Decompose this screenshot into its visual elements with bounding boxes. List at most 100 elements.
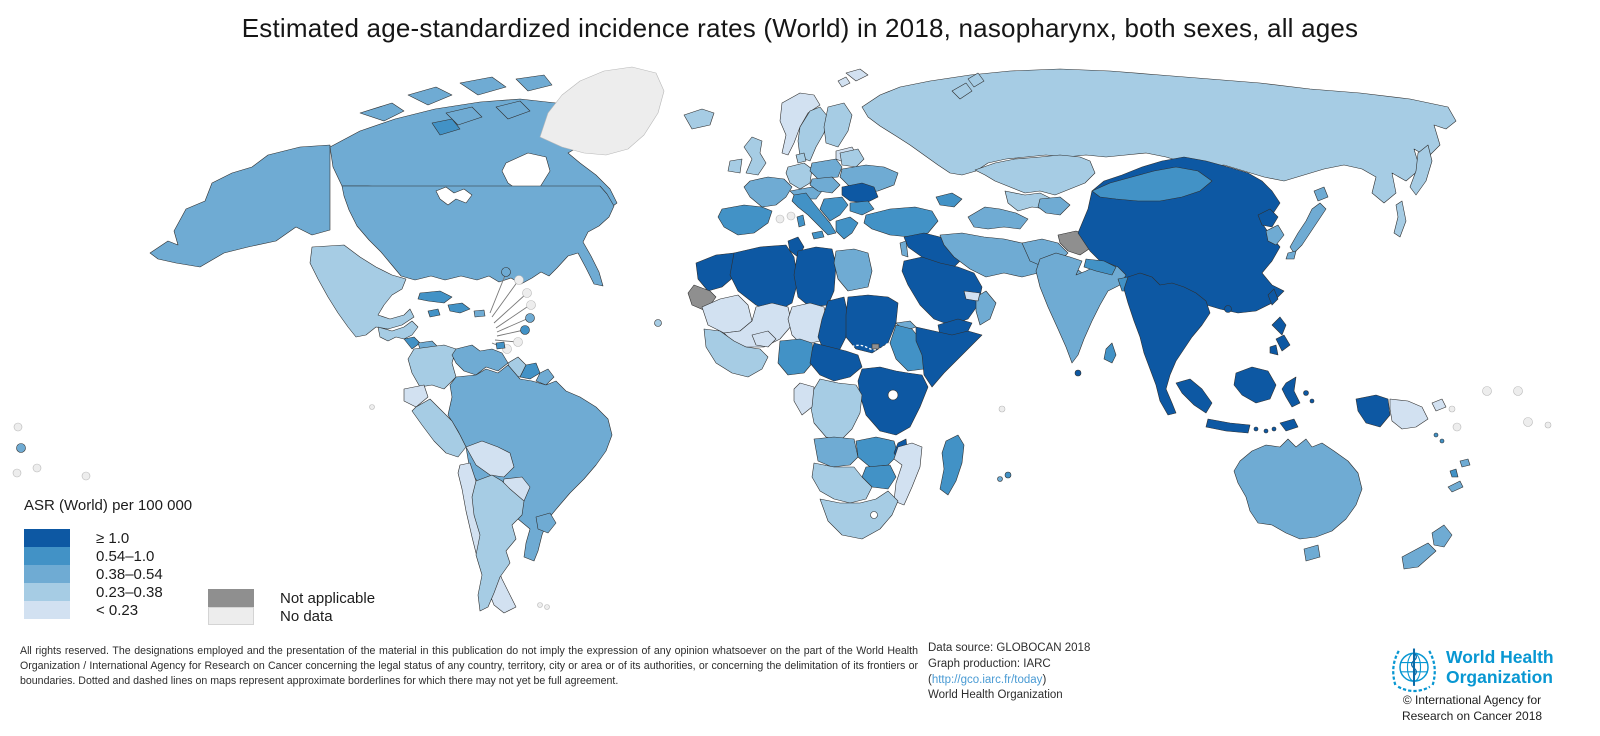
region-cuba <box>417 290 453 304</box>
region-russia <box>861 68 1457 204</box>
region-algeria <box>729 244 799 314</box>
region-java <box>1205 418 1251 434</box>
copyright-line2: Research on Cancer 2018 <box>1401 709 1543 723</box>
who-source-line: World Health Organization <box>928 689 1063 702</box>
region-australia <box>1233 438 1363 540</box>
region-balearic-1 <box>775 214 785 224</box>
who-name-line2: Organization <box>1446 667 1553 687</box>
region-hawaii <box>16 443 26 453</box>
region-taiwan <box>1267 288 1279 306</box>
region-burkina <box>751 330 777 348</box>
legend-row-1: ≥ 1.0 <box>24 529 192 547</box>
rights-disclaimer: All rights reserved. The designations em… <box>20 645 918 687</box>
region-colombia <box>407 344 457 390</box>
region-car-dot-7 <box>513 337 523 347</box>
region-libya <box>793 246 837 308</box>
region-norway <box>779 92 821 156</box>
region-sudan <box>845 294 899 354</box>
region-galapagos <box>369 404 375 410</box>
region-alaska <box>149 144 331 268</box>
region-jamaica <box>427 308 441 318</box>
who-wordmark: World Health Organization <box>1446 647 1554 687</box>
region-costa-rica <box>403 336 421 350</box>
legend-label: 0.38–0.54 <box>96 565 163 583</box>
region-lesser-sunda-2 <box>1263 428 1269 434</box>
who-emblem-icon <box>1386 642 1442 698</box>
region-pacific-2 <box>1513 386 1523 396</box>
source-url-link[interactable]: http://gco.iarc.fr/today <box>931 673 1043 686</box>
region-balearic-2 <box>786 211 796 221</box>
region-gabon-congo <box>793 382 815 416</box>
region-hokkaido <box>1313 186 1329 202</box>
region-kyrgyz-tajik <box>1037 196 1071 216</box>
legend-label: < 0.23 <box>96 601 139 619</box>
region-iberia <box>717 204 773 236</box>
region-turkey <box>863 206 939 238</box>
region-ecuador <box>403 384 429 408</box>
region-uruguay <box>535 512 557 534</box>
region-arctic-7 <box>431 118 461 136</box>
region-pacific-5 <box>1544 421 1552 429</box>
region-svalbard-2 <box>837 76 851 88</box>
legend-row-no-data: No data <box>208 607 375 625</box>
legend-label: ≥ 1.0 <box>96 529 130 547</box>
region-hispaniola <box>447 302 471 314</box>
region-west-dot-2 <box>12 468 22 478</box>
legend-swatch-023-038 <box>24 583 70 601</box>
region-turkmenistan <box>967 206 1029 230</box>
region-cameroon-car <box>809 342 863 382</box>
region-solomon-1 <box>1433 432 1439 438</box>
region-nz-north <box>1431 524 1453 548</box>
region-solomon-2 <box>1439 438 1445 444</box>
graph-production-line: Graph production: IARC <box>928 657 1051 670</box>
region-novaya-1 <box>951 82 973 100</box>
data-source-block: Data source: GLOBOCAN 2018 Graph product… <box>928 641 1090 704</box>
region-venezuela <box>451 344 509 376</box>
region-madagascar <box>939 434 965 496</box>
region-borneo <box>1233 366 1277 404</box>
region-svalbard-1 <box>845 68 869 82</box>
region-car-dot-4 <box>526 300 536 310</box>
region-nigeria <box>777 338 815 376</box>
region-denmark <box>795 152 807 164</box>
region-lesser-sunda-3 <box>1271 426 1277 432</box>
data-source-line: Data source: GLOBOCAN 2018 <box>928 642 1091 654</box>
region-kamchatka <box>1409 144 1433 196</box>
region-trinidad <box>495 341 506 350</box>
legend-title: ASR (World) per 100 000 <box>24 497 193 514</box>
region-saudi <box>901 256 983 326</box>
region-mongolia <box>1091 166 1213 202</box>
legend-swatch-038-054 <box>24 565 70 583</box>
region-car-dot-6 <box>520 325 530 335</box>
region-kazakhstan <box>974 154 1096 196</box>
region-car-dot-3 <box>522 288 532 298</box>
region-lesser-sunda-1 <box>1253 426 1259 432</box>
region-west-dot-4 <box>81 471 91 481</box>
legend-special: Not applicable No data <box>208 589 375 625</box>
region-pacific-4 <box>1523 417 1533 427</box>
region-reunion <box>997 476 1003 482</box>
legend-swatch-not-applicable <box>208 589 254 607</box>
region-east-africa <box>857 366 929 436</box>
region-poland <box>809 158 843 180</box>
region-hainan <box>1224 305 1232 313</box>
legend-label: 0.54–1.0 <box>96 547 155 565</box>
region-uae <box>963 290 981 302</box>
paren: ) <box>1042 673 1047 686</box>
region-finland <box>823 102 853 148</box>
region-peru <box>411 398 467 458</box>
region-mauritius <box>1004 471 1012 479</box>
iarc-copyright: © International Agency for Research on C… <box>1382 692 1562 724</box>
region-maldives <box>1074 369 1082 377</box>
region-nepal <box>1083 258 1117 276</box>
region-iceland <box>683 108 715 130</box>
region-central-america <box>377 320 419 342</box>
region-oman <box>975 290 997 326</box>
region-sulawesi <box>1281 376 1301 408</box>
region-namibia-botswana <box>811 462 873 504</box>
region-south-africa <box>819 490 899 540</box>
legend-row-5: < 0.23 <box>24 601 192 619</box>
region-car-dot-1 <box>501 267 511 277</box>
region-car-dot-2 <box>514 275 524 285</box>
legend-row-4: 0.23–0.38 <box>24 583 192 601</box>
